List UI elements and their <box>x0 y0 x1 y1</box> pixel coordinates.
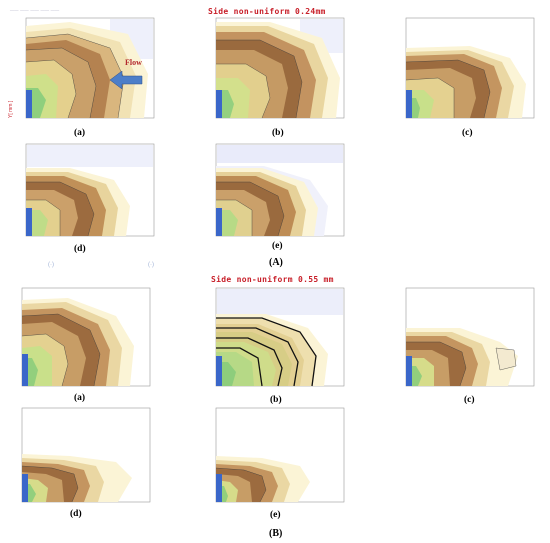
panel-label-b-c: (c) <box>464 395 475 405</box>
contour-plot-b-e <box>215 407 345 503</box>
wire-marker <box>216 474 222 502</box>
contour-plot-a-e <box>215 143 345 237</box>
panel-label-b-e: (e) <box>270 510 281 520</box>
wire-marker <box>216 356 222 386</box>
panel-b-b <box>200 284 348 394</box>
panel-label-a-b: (b) <box>272 128 284 138</box>
contour-plot-a-d <box>25 143 155 237</box>
contour-plot-a-a <box>25 17 155 119</box>
section-a-title: Side non-uniform 0.24mm <box>208 7 326 16</box>
panel-label-a-a: (a) <box>74 128 86 138</box>
wire-marker <box>26 208 32 236</box>
panel-label-b-a: (a) <box>74 393 86 403</box>
wire-marker <box>406 90 412 118</box>
contour-plot-b-b <box>215 287 345 387</box>
panel-label-b-d: (d) <box>70 509 82 519</box>
wire-marker <box>22 474 28 502</box>
panel-a-a <box>10 14 158 126</box>
contour-plot-b-c <box>405 287 535 387</box>
panel-b-c <box>390 284 538 394</box>
panel-b-e <box>200 404 348 510</box>
section-b-label: (B) <box>269 528 283 539</box>
wire-marker <box>26 90 32 118</box>
section-a-label: (A) <box>269 257 283 268</box>
panel-label-a-d: (d) <box>74 244 86 254</box>
section-b-title: Side non-uniform 0.55 mm <box>211 275 334 284</box>
wire-marker <box>22 354 28 386</box>
faint-header-text: ── ── ── ── ── <box>10 8 60 14</box>
wire-marker <box>216 90 222 118</box>
contour-plot-b-a <box>21 287 151 387</box>
flow-label: Flow <box>125 58 142 67</box>
panel-b-a <box>6 284 154 394</box>
panel-a-d <box>10 140 158 244</box>
panel-a-e <box>200 140 348 244</box>
contour-plot-a-c <box>405 17 535 119</box>
y-axis-label: Y[ mm ] <box>8 100 14 118</box>
faint-artifact-text: (·) <box>148 262 154 268</box>
panel-label-a-e: (e) <box>272 241 283 251</box>
panel-a-c <box>390 14 538 126</box>
flow-arrow-icon <box>109 70 143 90</box>
panel-b-d <box>6 404 154 510</box>
panel-label-b-b: (b) <box>270 395 282 405</box>
panel-a-b <box>200 14 348 126</box>
wire-marker <box>406 356 412 386</box>
contour-plot-a-b <box>215 17 345 119</box>
panel-label-a-c: (c) <box>462 128 473 138</box>
wire-marker <box>216 208 222 236</box>
faint-artifact-text: (·) <box>48 262 54 268</box>
contour-plot-b-d <box>21 407 151 503</box>
